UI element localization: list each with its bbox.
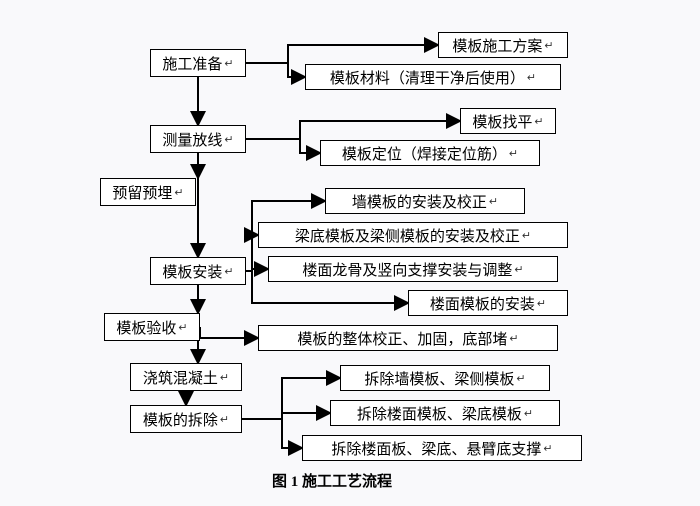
node-n1b: 模板材料（清理干净后使用）↵ — [305, 64, 561, 90]
node-n2a: 模板找平↵ — [460, 108, 556, 134]
edge-11 — [246, 235, 258, 271]
return-mark-icon: ↵ — [224, 133, 233, 146]
node-n7: 模板的拆除↵ — [130, 405, 242, 433]
return-mark-icon: ↵ — [489, 195, 498, 208]
return-mark-icon: ↵ — [522, 229, 531, 242]
node-label: 墙模板的安装及校正 — [352, 191, 487, 212]
node-label: 模板的整体校正、加固，底部堵 — [297, 328, 507, 349]
return-mark-icon: ↵ — [516, 372, 525, 385]
edge-17 — [242, 419, 302, 448]
node-label: 楼面模板的安装 — [430, 293, 535, 314]
node-n4c: 楼面龙骨及竖向支撑安装与调整↵ — [268, 256, 558, 282]
return-mark-icon: ↵ — [224, 265, 233, 278]
node-label: 拆除楼面板、梁底、悬臂底支撑 — [331, 438, 541, 459]
return-mark-icon: ↵ — [224, 57, 233, 70]
return-mark-icon: ↵ — [527, 71, 536, 84]
node-n7a: 拆除墙模板、梁侧模板↵ — [340, 365, 550, 391]
node-label: 模板安装 — [162, 261, 222, 282]
node-n7b: 拆除楼面模板、梁底模板↵ — [330, 400, 560, 426]
edge-16 — [242, 413, 330, 419]
node-n7c: 拆除楼面板、梁底、悬臂底支撑↵ — [302, 435, 582, 461]
edge-9 — [246, 139, 320, 153]
node-n2: 测量放线↵ — [150, 125, 246, 153]
return-mark-icon: ↵ — [524, 407, 533, 420]
node-label: 模板施工方案 — [452, 35, 542, 56]
node-n3: 预留预埋↵ — [100, 178, 196, 206]
edge-6 — [246, 45, 438, 63]
return-mark-icon: ↵ — [174, 186, 183, 199]
node-n2b: 模板定位（焊接定位筋）↵ — [320, 140, 540, 166]
node-label: 楼面龙骨及竖向支撑安装与调整 — [302, 259, 512, 280]
node-n4d: 楼面模板的安装↵ — [408, 290, 568, 316]
return-mark-icon: ↵ — [220, 413, 229, 426]
return-mark-icon: ↵ — [544, 39, 553, 52]
edge-7 — [246, 63, 305, 77]
node-label: 梁底模板及梁侧模板的安装及校正 — [295, 225, 520, 246]
edge-12 — [246, 269, 268, 271]
return-mark-icon: ↵ — [543, 442, 552, 455]
flowchart-canvas: 施工准备↵模板施工方案↵模板材料（清理干净后使用）↵测量放线↵模板找平↵模板定位… — [0, 0, 700, 506]
node-n1a: 模板施工方案↵ — [438, 32, 568, 58]
node-label: 模板验收 — [116, 317, 176, 338]
node-label: 拆除楼面模板、梁底模板 — [357, 403, 522, 424]
caption-text: 图 1 施工工艺流程 — [272, 474, 392, 490]
node-label: 模板的拆除 — [143, 409, 218, 430]
node-n5a: 模板的整体校正、加固，底部堵↵ — [258, 325, 558, 351]
return-mark-icon: ↵ — [178, 321, 187, 334]
return-mark-icon: ↵ — [509, 332, 518, 345]
node-n4: 模板安装↵ — [150, 257, 246, 285]
node-n6: 浇筑混凝土↵ — [130, 363, 242, 391]
node-label: 浇筑混凝土 — [143, 367, 218, 388]
node-n4a: 墙模板的安装及校正↵ — [325, 188, 525, 214]
edge-15 — [242, 378, 340, 419]
return-mark-icon: ↵ — [220, 371, 229, 384]
node-n1: 施工准备↵ — [150, 49, 246, 77]
node-label: 模板材料（清理干净后使用） — [330, 67, 525, 88]
return-mark-icon: ↵ — [534, 115, 543, 128]
node-label: 测量放线 — [162, 129, 222, 150]
node-n4b: 梁底模板及梁侧模板的安装及校正↵ — [258, 222, 568, 248]
node-n5: 模板验收↵ — [104, 313, 200, 341]
edge-8 — [246, 121, 460, 139]
return-mark-icon: ↵ — [509, 147, 518, 160]
node-label: 施工准备 — [162, 53, 222, 74]
node-label: 模板定位（焊接定位筋） — [342, 143, 507, 164]
return-mark-icon: ↵ — [514, 263, 523, 276]
return-mark-icon: ↵ — [537, 297, 546, 310]
figure-caption: 图 1 施工工艺流程 — [272, 470, 392, 491]
node-label: 拆除墙模板、梁侧模板 — [364, 368, 514, 389]
node-label: 预留预埋 — [112, 182, 172, 203]
node-label: 模板找平 — [472, 111, 532, 132]
